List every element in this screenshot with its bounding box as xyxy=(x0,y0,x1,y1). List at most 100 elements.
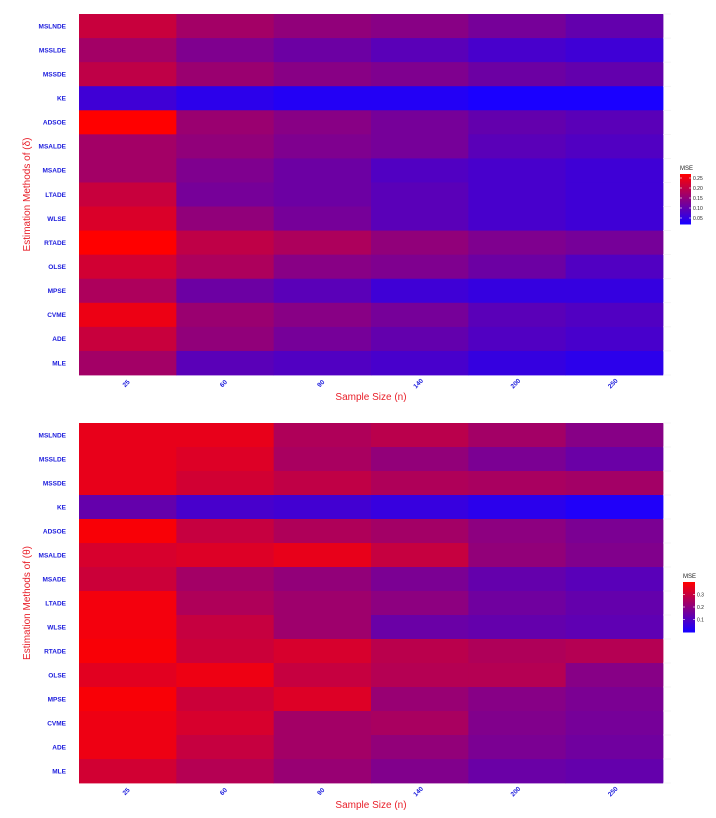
heatmap-cell xyxy=(79,326,177,352)
legend-gradient-step xyxy=(680,212,691,215)
legend-gradient-step xyxy=(683,594,695,597)
legend-gradient-step xyxy=(683,597,695,599)
heatmap-cell xyxy=(565,591,664,616)
legend-gradient-step xyxy=(683,627,695,629)
y-tick-label: WLSE xyxy=(47,216,66,223)
legend-gradient-step xyxy=(680,189,691,191)
heatmap-cell xyxy=(176,567,275,592)
y-tick-label: MSALDE xyxy=(39,144,67,151)
heatmap-cell xyxy=(79,543,177,568)
y-tick-label: MLE xyxy=(52,768,66,775)
legend-gradient-step xyxy=(683,599,695,602)
x-tick-label: 60 xyxy=(219,379,229,389)
x-tick-label: 140 xyxy=(412,785,425,798)
heatmap-cell xyxy=(565,447,664,472)
heatmap-cell xyxy=(468,687,567,712)
heatmap-cell xyxy=(273,447,372,472)
heatmap-cell xyxy=(79,495,177,520)
legend-tick-label: 0.1 xyxy=(697,617,704,623)
heatmap-cell xyxy=(468,471,567,496)
legend-gradient-step xyxy=(680,182,691,185)
heatmap-cell xyxy=(371,447,469,472)
legend-gradient-step xyxy=(683,618,695,620)
legend-tick-label: 0.20 xyxy=(693,186,703,192)
y-tick-label: MSLNDE xyxy=(39,432,67,439)
legend-gradient-step xyxy=(683,619,695,622)
heatmap-cell xyxy=(468,38,567,63)
heatmap-cell xyxy=(371,302,469,328)
heatmap-cell xyxy=(176,302,275,328)
x-tick-label: 200 xyxy=(510,785,523,798)
heatmap-cell xyxy=(565,110,664,135)
heatmap-cell xyxy=(273,206,372,231)
legend-gradient-step xyxy=(680,197,691,200)
y-axis-title: Estimation Methods of (δ) xyxy=(22,138,33,252)
y-tick-label: LTADE xyxy=(45,600,66,607)
legend-gradient-step xyxy=(683,610,695,613)
heatmap-cell xyxy=(176,62,275,87)
legend-tick-label: 0.10 xyxy=(693,206,703,212)
y-tick-label: MSSDE xyxy=(43,71,67,78)
heatmap-cell xyxy=(79,711,177,736)
heatmap-cell xyxy=(273,254,372,280)
heatmap-panel-2: MSLNDE MSSLDE MSSDE KE ADSOE MSALDE MSADE LTADE… xyxy=(22,422,704,811)
y-tick-label: MSADE xyxy=(43,576,67,583)
legend-gradient-step xyxy=(680,214,691,216)
heatmap-cell xyxy=(565,206,664,231)
legend-gradient-step xyxy=(680,194,691,196)
y-tick-label: ADE xyxy=(52,336,66,343)
legend-gradient-step xyxy=(680,177,691,180)
heatmap-cell xyxy=(79,158,177,183)
heatmap-cell xyxy=(273,567,372,592)
y-tick-label: MSLNDE xyxy=(39,23,67,30)
heatmap-cell xyxy=(79,687,177,712)
heatmap-cell xyxy=(176,423,275,448)
x-tick-label: 25 xyxy=(122,379,132,389)
heatmap-cell xyxy=(565,687,664,712)
heatmap-cell xyxy=(273,350,372,376)
legend-gradient-step xyxy=(680,216,691,219)
heatmap-cell xyxy=(79,567,177,592)
heatmap-cell xyxy=(371,86,469,111)
heatmap-cell xyxy=(176,182,275,207)
legend-gradient-step xyxy=(680,222,691,225)
heatmap-cell xyxy=(176,278,275,304)
heatmap-cell xyxy=(79,615,177,640)
heatmap-cell xyxy=(79,134,177,159)
x-tick-label: 200 xyxy=(510,377,523,390)
legend-title: MSE xyxy=(683,574,696,580)
heatmap-cell xyxy=(371,423,469,448)
heatmap-cell xyxy=(176,735,275,760)
legend-gradient-step xyxy=(683,598,695,600)
legend-gradient-step xyxy=(683,582,695,584)
y-tick-label: ADSOE xyxy=(43,120,67,127)
heatmap-cell xyxy=(79,206,177,231)
heatmap-cell xyxy=(273,278,372,304)
legend-gradient-step xyxy=(680,175,691,177)
heatmap-cell xyxy=(371,543,469,568)
legend-gradient-step xyxy=(680,186,691,189)
legend-gradient-step xyxy=(683,612,695,614)
heatmap-cell xyxy=(273,182,372,207)
legend-gradient-step xyxy=(683,600,695,603)
heatmap-cell xyxy=(468,62,567,87)
heatmap-cell xyxy=(371,519,469,544)
y-tick-label: MSADE xyxy=(43,168,67,175)
y-tick-label: MLE xyxy=(52,360,66,367)
legend-gradient-step xyxy=(683,585,695,588)
legend-gradient-step xyxy=(683,603,695,605)
heatmap-cell xyxy=(565,86,664,111)
heatmap-cell xyxy=(468,495,567,520)
legend-gradient-step xyxy=(683,605,695,608)
legend-gradient-step xyxy=(680,180,691,182)
heatmap-cell xyxy=(79,278,177,304)
legend-gradient-step xyxy=(680,185,691,187)
heatmap-cell xyxy=(468,519,567,544)
heatmap-cell xyxy=(468,759,567,784)
x-tick-label: 60 xyxy=(219,787,229,797)
heatmap-cell xyxy=(273,62,372,87)
heatmap-cell xyxy=(565,519,664,544)
heatmap-cell xyxy=(79,350,177,376)
x-tick-label: 250 xyxy=(607,377,620,390)
heatmap-cell xyxy=(371,62,469,87)
